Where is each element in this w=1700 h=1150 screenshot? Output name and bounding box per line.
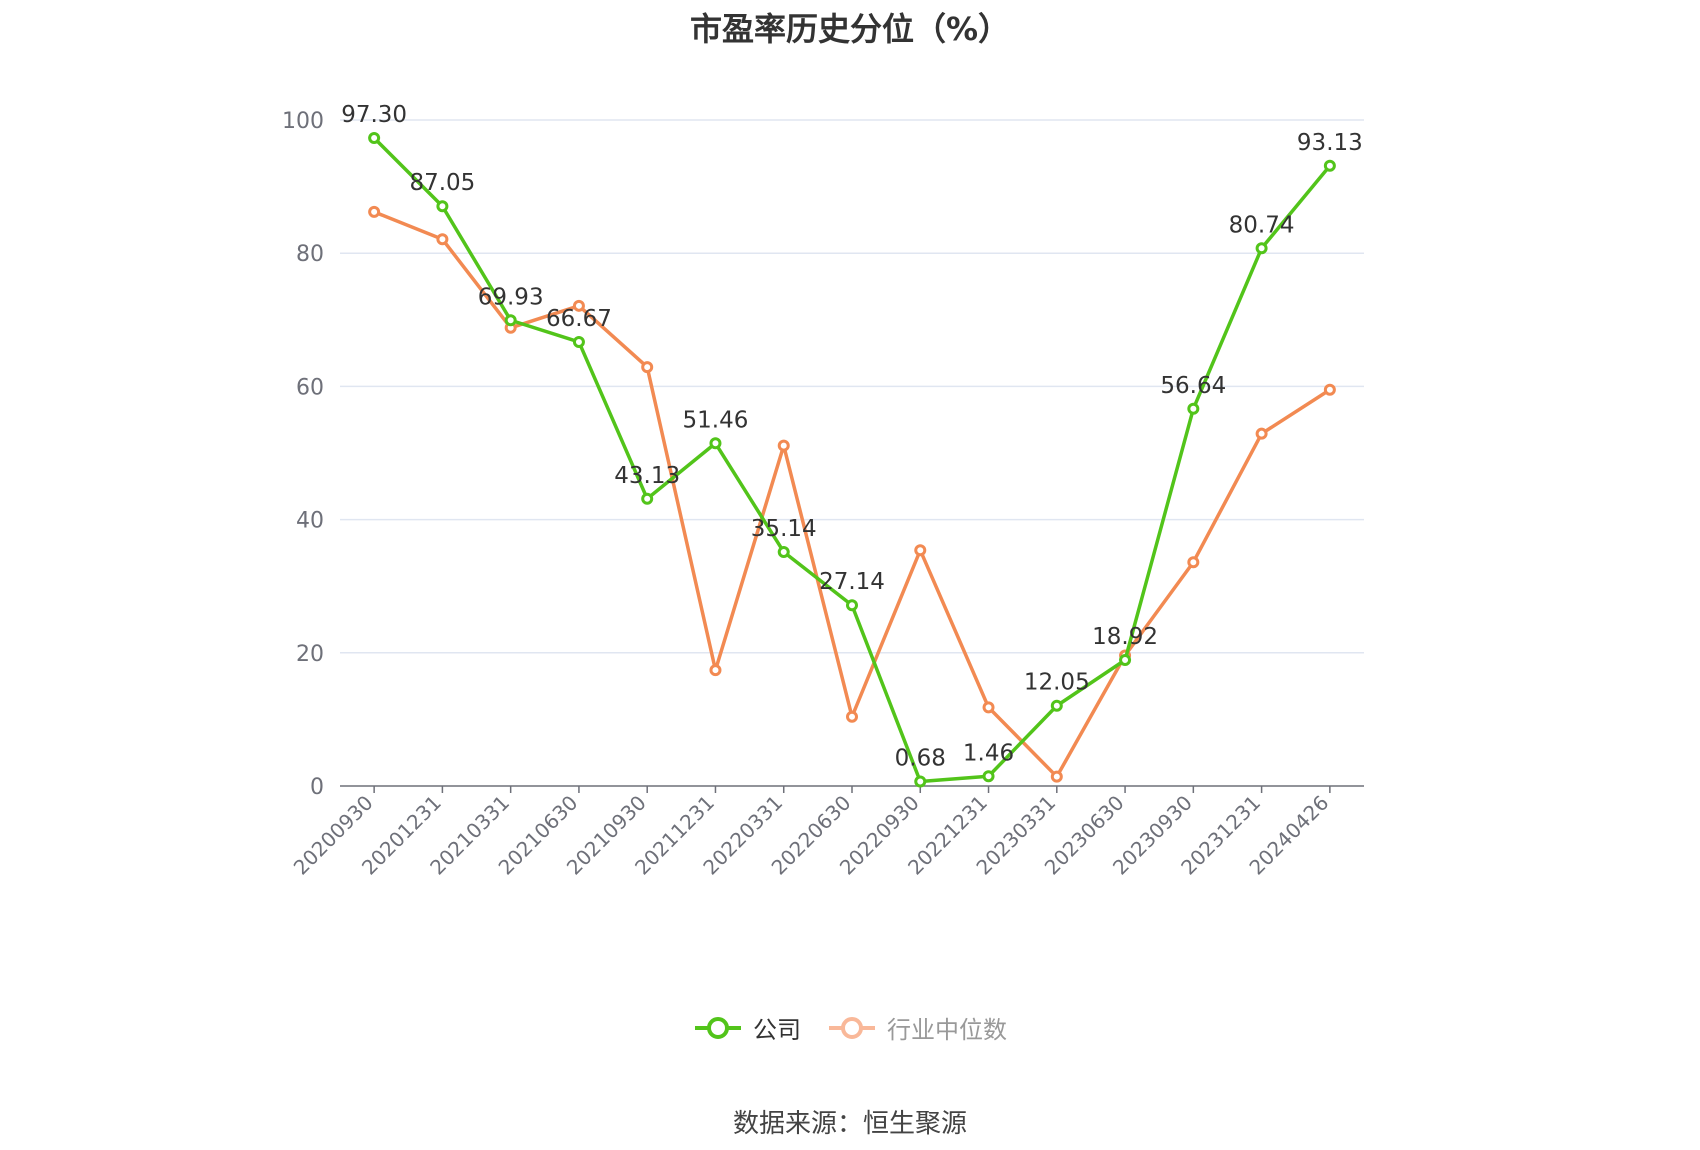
legend-item-company[interactable]: 公司 [693,1010,801,1045]
y-tick-label: 60 [296,375,324,400]
legend-label-company: 公司 [753,1016,801,1044]
data-point-company [572,335,585,348]
data-point-company [709,437,722,450]
data-point-industry-median [1050,770,1063,783]
data-point-company [982,770,995,783]
chart-title: 市盈率历史分位（%） [689,10,1011,48]
data-point-industry-median [1255,427,1268,440]
data-label-company: 35.14 [751,516,817,542]
data-point-industry-median [1323,383,1336,396]
data-point-industry-median [368,205,381,218]
line-chart: 0204060801002020093020201231202103312021… [282,102,1364,880]
data-label-company: 12.05 [1024,670,1090,696]
data-label-company: 97.30 [341,102,407,128]
data-point-company [1050,699,1063,712]
data-point-industry-median [709,664,722,677]
data-label-company: 69.93 [478,284,544,310]
data-label-company: 80.74 [1229,212,1295,238]
legend-item-industry-median[interactable]: 行业中位数 [827,1010,1007,1045]
data-label-company: 87.05 [409,170,475,196]
y-tick-label: 40 [296,509,324,534]
data-label-company: 0.68 [895,745,946,771]
data-point-company [1323,159,1336,172]
data-label-company: 43.13 [614,463,680,489]
legend-marker-industry-median [829,1016,875,1039]
y-tick-label: 0 [310,775,324,800]
data-source: 数据来源：恒生聚源 [732,1109,967,1139]
series-line-company [372,136,1332,784]
data-label-company: 18.92 [1092,624,1158,650]
data-point-company [777,545,790,558]
data-point-industry-median [777,439,790,452]
data-label-company: 93.13 [1297,130,1363,156]
data-point-industry-median [846,710,858,723]
legend-label-industry-median: 行业中位数 [887,1016,1007,1044]
legend-marker-company [695,1016,741,1039]
data-point-industry-median [914,544,927,557]
data-point-company [436,200,449,213]
data-point-company [914,775,927,788]
y-tick-label: 100 [282,109,324,134]
data-point-industry-median [572,299,585,312]
data-point-industry-median [982,701,995,714]
data-point-industry-median [641,361,654,374]
data-label-company: 1.46 [963,740,1014,766]
data-point-company [1255,242,1268,255]
data-label-company: 51.46 [683,407,749,433]
data-point-company [368,131,381,144]
data-label-company: 27.14 [819,569,885,595]
data-label-company: 56.64 [1160,373,1226,399]
data-point-company [1119,653,1132,666]
data-point-company [846,599,858,612]
y-tick-label: 80 [296,242,324,267]
data-point-company [504,314,517,327]
y-tick-label: 20 [296,642,324,667]
data-point-industry-median [1187,556,1200,569]
data-point-industry-median [436,233,449,246]
chart-legend: 公司 行业中位数 [0,1010,1700,1045]
data-label-company: 66.67 [546,306,612,332]
data-point-company [641,492,654,505]
data-point-company [1187,402,1200,415]
